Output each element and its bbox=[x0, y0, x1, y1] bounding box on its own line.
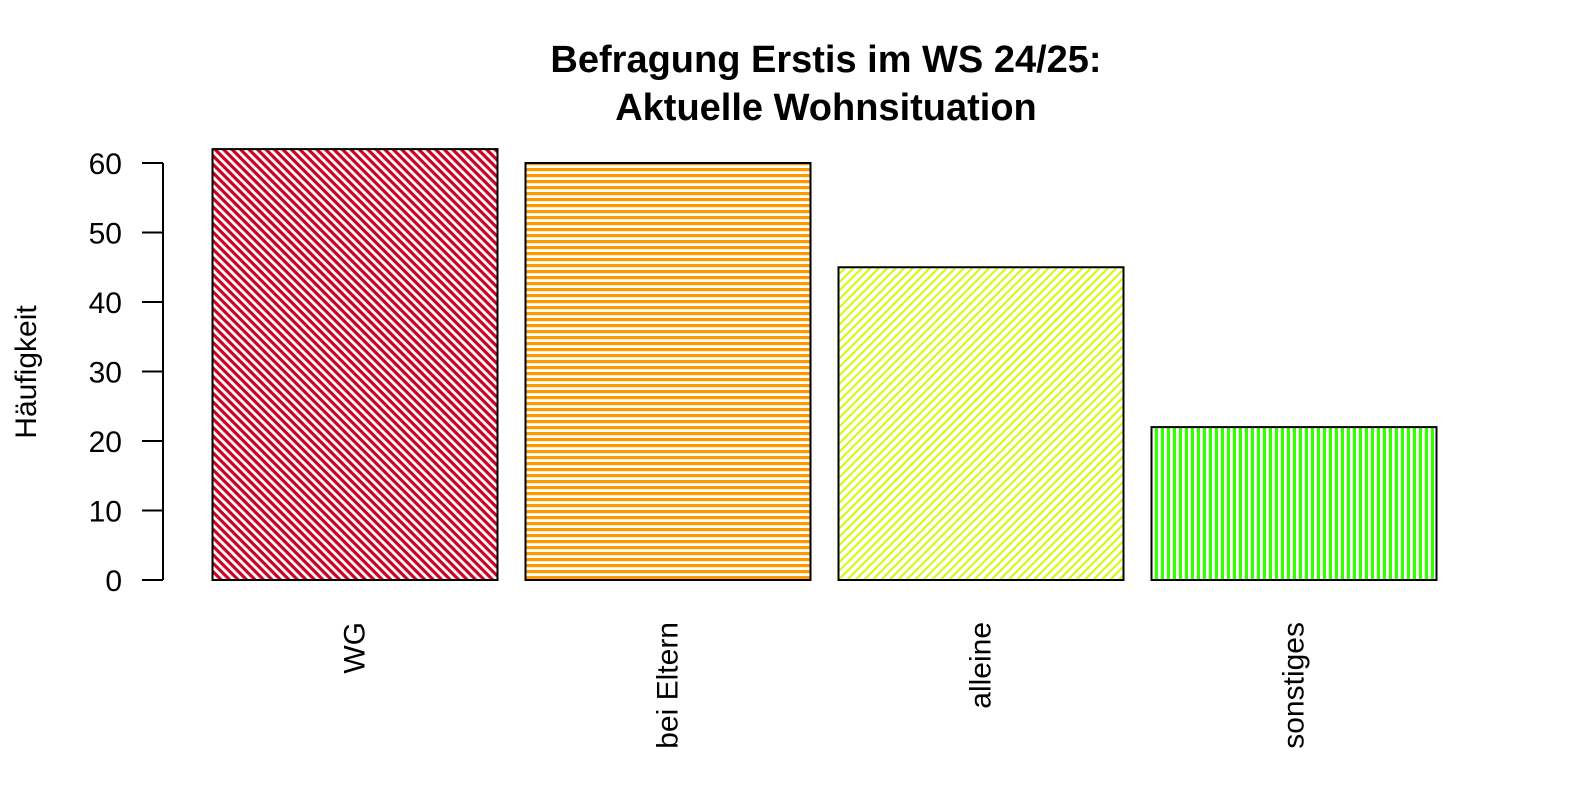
y-tick-label: 20 bbox=[89, 426, 122, 459]
chart-title-line-2: Aktuelle Wohnsituation bbox=[615, 87, 1037, 129]
bar-bei-eltern bbox=[524, 162, 812, 581]
category-label: alleine bbox=[965, 622, 998, 709]
y-axis: 0 10 20 30 40 50 60 bbox=[89, 148, 164, 598]
y-tick-label: 60 bbox=[89, 148, 122, 181]
y-tick-label: 50 bbox=[89, 218, 122, 251]
bars bbox=[211, 148, 1438, 581]
y-tick-label: 40 bbox=[89, 287, 122, 320]
chart-title: Befragung Erstis im WS 24/25: Aktuelle W… bbox=[550, 39, 1101, 129]
bar-sonstiges bbox=[1150, 426, 1438, 581]
y-axis-title: Häufigkeit bbox=[10, 305, 43, 439]
chart-title-line-1: Befragung Erstis im WS 24/25: bbox=[550, 39, 1101, 81]
x-axis-category-labels: WG bei Eltern alleine sonstiges bbox=[339, 622, 1311, 749]
y-tick-label: 0 bbox=[105, 565, 122, 598]
y-tick-label: 10 bbox=[89, 496, 122, 529]
bar-wg bbox=[211, 148, 499, 581]
y-tick-label: 30 bbox=[89, 357, 122, 390]
category-label: bei Eltern bbox=[652, 622, 685, 749]
category-label: WG bbox=[339, 622, 372, 674]
category-label: sonstiges bbox=[1278, 622, 1311, 749]
bar-alleine bbox=[837, 266, 1125, 581]
